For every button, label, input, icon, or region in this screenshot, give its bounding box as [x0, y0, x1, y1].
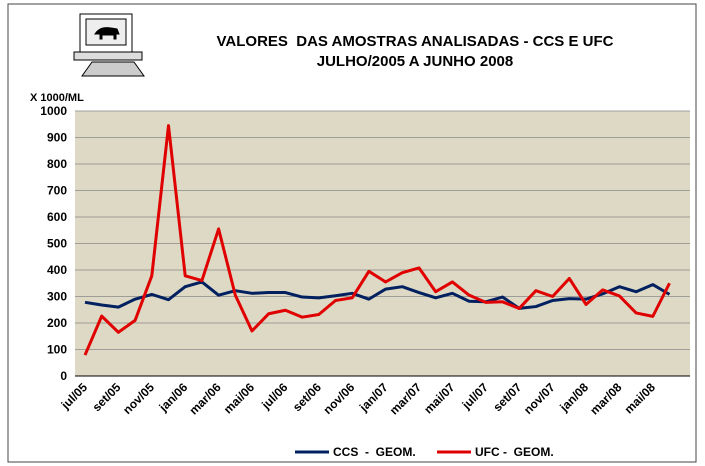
- chart-title: VALORES DAS AMOSTRAS ANALISADAS - CCS E …: [217, 33, 614, 50]
- y-tick-label: 300: [47, 290, 67, 304]
- y-axis-label: X 1000/ML: [30, 92, 84, 104]
- logo-icon: [73, 13, 145, 77]
- y-tick-label: 900: [47, 131, 67, 145]
- y-tick-label: 100: [47, 343, 67, 357]
- chart-subtitle: JULHO/2005 A JUNHO 2008: [317, 53, 513, 70]
- legend-label: UFC - GEOM.: [475, 445, 554, 459]
- y-tick-label: 1000: [40, 104, 67, 118]
- y-tick-label: 200: [47, 316, 67, 330]
- y-tick-label: 800: [47, 157, 67, 171]
- y-tick-label: 700: [47, 184, 67, 198]
- series-line: [84, 280, 671, 310]
- series-line: [83, 124, 671, 356]
- y-tick-label: 0: [60, 369, 67, 383]
- y-tick-label: 600: [47, 210, 67, 224]
- y-tick-label: 400: [47, 263, 67, 277]
- y-tick-label: 500: [47, 237, 67, 251]
- legend-label: CCS - GEOM.: [333, 445, 416, 459]
